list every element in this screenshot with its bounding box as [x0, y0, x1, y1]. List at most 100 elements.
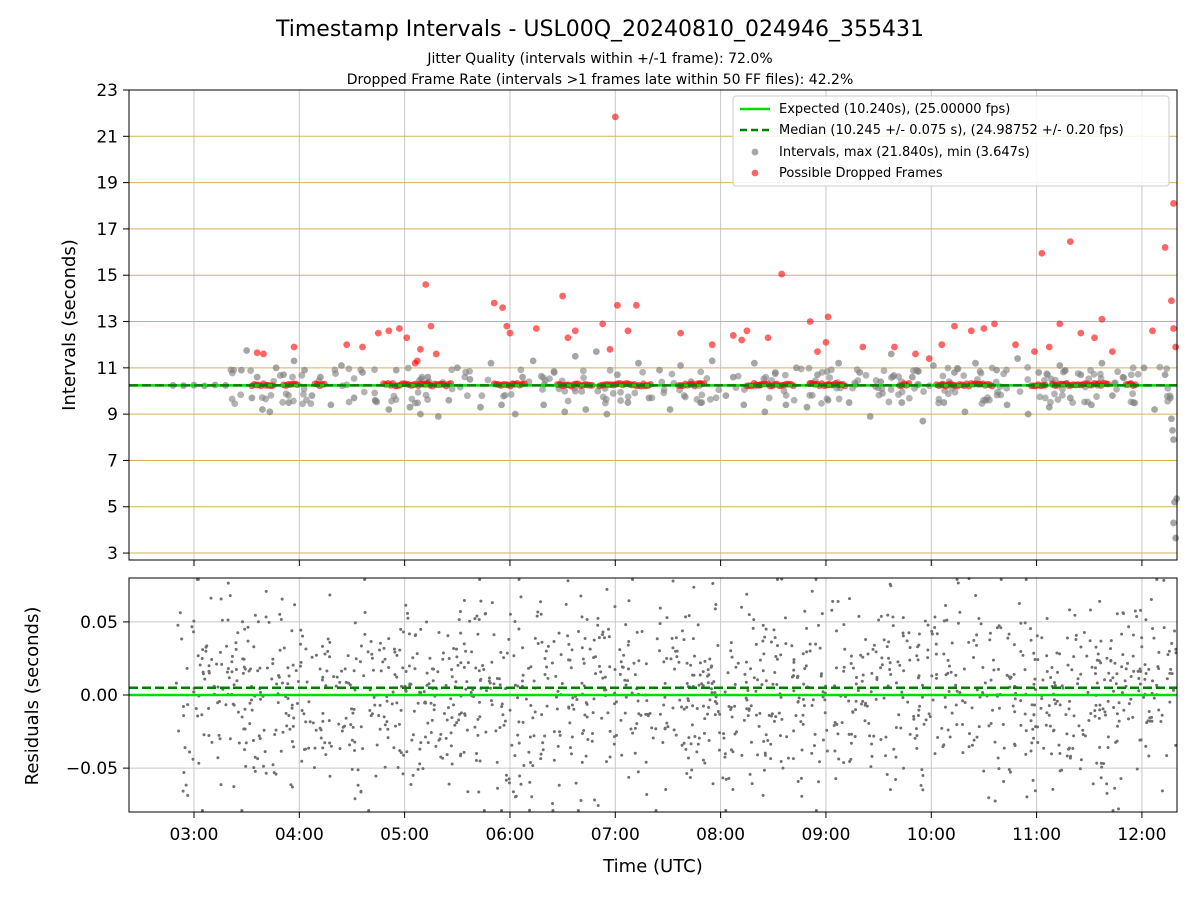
- residual-point: [814, 642, 818, 646]
- residual-point: [978, 695, 982, 699]
- residual-point: [626, 679, 630, 683]
- interval-point: [243, 347, 251, 354]
- interval-point: [993, 366, 1000, 374]
- residual-point: [975, 688, 979, 692]
- residual-point: [540, 640, 544, 644]
- residual-point: [577, 629, 581, 633]
- residual-point: [256, 757, 260, 761]
- residual-point: [698, 661, 702, 665]
- residual-point: [1105, 782, 1109, 786]
- residual-point: [593, 798, 597, 802]
- residual-point: [861, 673, 865, 677]
- residual-point: [1119, 777, 1123, 781]
- residual-point: [703, 659, 707, 663]
- residual-point: [872, 734, 876, 738]
- residual-point: [1142, 695, 1146, 699]
- residual-point: [1070, 668, 1074, 672]
- residual-point: [821, 738, 825, 742]
- residual-point: [600, 716, 604, 720]
- residual-point: [261, 764, 265, 768]
- residual-point: [543, 673, 547, 677]
- residual-point: [708, 698, 712, 702]
- interval-point: [1035, 369, 1043, 376]
- residual-point: [1044, 723, 1048, 727]
- residual-point: [581, 657, 585, 661]
- residual-point: [810, 751, 814, 755]
- residual-point: [742, 718, 746, 722]
- residual-point: [521, 673, 525, 677]
- legend-entry-label: Intervals, max (21.840s), min (3.647s): [779, 145, 1030, 160]
- residual-point: [321, 711, 325, 715]
- residual-point: [508, 708, 512, 712]
- residual-point: [489, 699, 493, 703]
- interval-point: [782, 401, 790, 409]
- residual-point: [232, 785, 236, 789]
- residual-point: [902, 669, 906, 673]
- residual-point: [942, 652, 946, 656]
- residual-point: [276, 701, 280, 705]
- residual-point: [870, 754, 874, 758]
- residual-point: [250, 708, 254, 712]
- residual-point: [475, 751, 479, 755]
- residual-point: [280, 681, 284, 685]
- residual-point: [1160, 789, 1164, 793]
- residual-point: [253, 755, 257, 759]
- dropped-point: [395, 325, 403, 332]
- residual-point: [466, 661, 470, 665]
- interval-point: [944, 364, 952, 372]
- residual-point: [243, 707, 247, 711]
- residual-point: [763, 751, 767, 755]
- interval-point: [1170, 436, 1177, 444]
- interval-point: [1024, 410, 1032, 418]
- residual-point: [300, 709, 304, 713]
- residual-point: [517, 577, 521, 581]
- residual-point: [1013, 710, 1017, 714]
- residual-point: [781, 766, 785, 770]
- residual-point: [464, 687, 468, 691]
- residual-point: [459, 711, 463, 715]
- residual-point: [586, 738, 590, 742]
- residual-point: [398, 749, 402, 753]
- residual-point: [916, 713, 920, 717]
- residual-point: [1072, 734, 1076, 738]
- legend-entry-label: Possible Dropped Frames: [779, 166, 943, 181]
- residual-point: [744, 660, 748, 664]
- residual-point: [706, 668, 710, 672]
- residual-point: [539, 752, 543, 756]
- residual-point: [693, 734, 697, 738]
- residual-point: [632, 661, 636, 665]
- residual-point: [204, 645, 208, 649]
- residual-point: [933, 752, 937, 756]
- residual-point: [300, 759, 304, 763]
- residual-point: [614, 700, 618, 704]
- interval-point: [448, 385, 456, 393]
- residual-point: [1109, 658, 1113, 662]
- interval-point: [1043, 370, 1051, 378]
- residual-point: [405, 750, 409, 754]
- interval-point: [411, 399, 419, 407]
- residual-point: [619, 718, 623, 722]
- residual-point: [557, 631, 561, 635]
- interval-point: [392, 366, 400, 374]
- residual-point: [774, 654, 778, 658]
- residual-point: [1129, 697, 1133, 701]
- residual-point: [337, 722, 341, 726]
- top-ytick-label: 23: [96, 81, 118, 101]
- residual-point: [462, 642, 466, 646]
- interval-point: [1093, 393, 1100, 400]
- residual-point: [592, 656, 596, 660]
- residual-point: [430, 718, 434, 722]
- residual-point: [524, 697, 528, 701]
- interval-point: [511, 410, 519, 418]
- dropped-point: [571, 327, 579, 335]
- residual-point: [1023, 712, 1027, 716]
- residual-point: [1033, 789, 1037, 793]
- residual-point: [419, 627, 423, 631]
- residual-point: [1081, 732, 1085, 736]
- residual-point: [1170, 641, 1174, 645]
- residual-point: [639, 713, 643, 717]
- residual-point: [706, 712, 710, 716]
- residual-point: [1036, 740, 1040, 744]
- residual-point: [801, 652, 805, 656]
- residual-point: [613, 667, 617, 671]
